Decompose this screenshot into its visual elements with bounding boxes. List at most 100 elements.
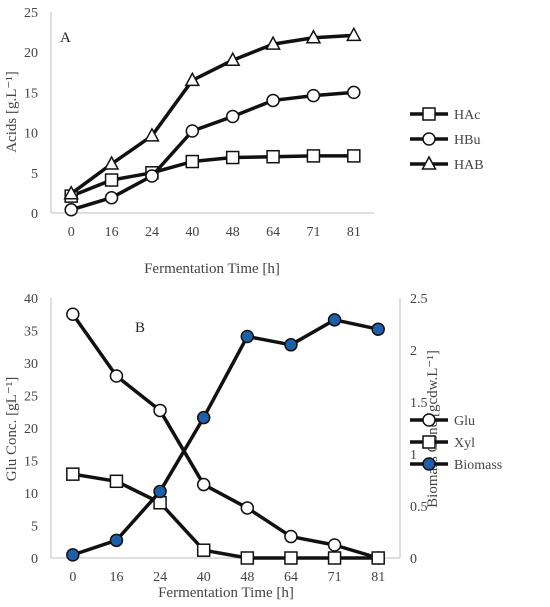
panel-b-x-tick-label: 64	[284, 570, 298, 585]
panel-b-x-tick-label: 24	[153, 570, 167, 585]
panel-b-y-tick-label: 5	[31, 520, 38, 535]
panel-b-point-xyl	[371, 551, 385, 565]
panel-a-point-hbu	[266, 93, 280, 108]
panel-b-y-tick-label: 40	[24, 292, 38, 307]
panel-b-y2-tick-label: 2.5	[410, 292, 428, 307]
panel-a-point-hab	[103, 155, 120, 170]
panel-b-y2-tick-label: 1.5	[410, 396, 428, 411]
panel-b-x-tick-label: 71	[328, 570, 342, 585]
panel-b-legend-marker-xyl	[422, 435, 436, 449]
panel-b-point-biomass	[109, 533, 124, 548]
panel-b-y2-tick-label: 0	[410, 552, 417, 567]
panel-b-series-line-glu	[71, 313, 379, 560]
panel-b-point-xyl	[240, 551, 255, 565]
panel-b-point-biomass	[284, 338, 298, 352]
panel-a-x-tick-label: 0	[68, 225, 75, 240]
panel-a-point-hab	[184, 71, 201, 87]
panel-a-point-hac	[185, 154, 200, 169]
panel-b-point-xyl	[284, 551, 298, 565]
panel-a-x-tick-label: 48	[226, 225, 240, 240]
panel-b-point-glu	[240, 501, 255, 515]
panel-b-legend-label-glu: Glu	[454, 414, 475, 429]
panel-a-point-hbu	[185, 124, 200, 138]
panel-a-point-hab	[144, 127, 160, 142]
panel-b-y-tick-label: 35	[24, 325, 38, 340]
panel-b-x-tick-label: 40	[197, 570, 211, 585]
panel-b-point-glu	[196, 477, 211, 492]
panel-b-y-tick-label: 0	[31, 552, 38, 567]
panel-a-point-hab	[265, 35, 281, 50]
panel-a-point-hac	[266, 149, 280, 164]
panel-b-legend-marker-glu	[422, 413, 436, 427]
panel-a-point-hbu	[64, 203, 78, 217]
panel-b-point-biomass	[327, 313, 342, 327]
panel-a-point-hbu	[145, 169, 159, 183]
panel-a-point-hab	[305, 29, 322, 44]
panel-b-point-biomass	[153, 484, 167, 499]
panel-b-series-line-xyl	[72, 472, 379, 560]
panel-a-series-line-hab	[70, 33, 354, 196]
panel-a-x-tick-label: 16	[105, 225, 119, 240]
panel-b-point-xyl	[196, 543, 211, 557]
panel-b-y-tick-label: 30	[24, 357, 38, 372]
panel-a-point-hab	[63, 185, 79, 200]
panel-b-y-tick-label: 25	[24, 390, 38, 405]
panel-b-legend-label-xyl: Xyl	[454, 436, 475, 451]
panel-b-point-biomass	[371, 322, 385, 336]
panel-b-point-biomass	[66, 548, 80, 562]
panel-b-x-tick-label: 16	[109, 570, 123, 585]
panel-a-point-hac	[225, 150, 240, 165]
panel-b-y-tick-label: 20	[24, 422, 38, 437]
panel-b-y-tick-label: 15	[24, 455, 38, 470]
panel-b-x-tick-label: 0	[69, 570, 76, 585]
panel-a-legend-marker-hbu	[422, 132, 436, 146]
panel-b-y2-axis-title: Biomass Conc [gcdw.L⁻¹]	[425, 350, 441, 508]
panel-a-y-tick-label: 10	[24, 127, 38, 142]
panel-a-legend-label-hbu: HBu	[454, 133, 480, 148]
panel-a-point-hbu	[306, 88, 321, 103]
panel-b-point-biomass	[240, 329, 255, 344]
panel-a-point-hbu	[104, 190, 119, 205]
panel-b-y2-tick-label: 2	[410, 344, 417, 359]
panel-a-x-tick-label: 81	[347, 225, 361, 240]
panel-a-x-tick-label: 71	[306, 225, 320, 240]
panel-a-x-axis-title: Fermentation Time [h]	[144, 261, 280, 277]
panel-b-legend-label-biomass: Biomass	[454, 458, 502, 473]
panel-b-point-glu	[109, 369, 124, 383]
panel-b-point-xyl	[327, 551, 342, 565]
panel-a-legend-label-hac: HAc	[454, 108, 480, 123]
panel-a-legend-label-hab: HAB	[454, 158, 484, 173]
panel-b-x-tick-label: 81	[371, 570, 385, 585]
panel-b-x-tick-label: 48	[240, 570, 254, 585]
panel-a-y-axis-title: Acids [g.L⁻¹]	[4, 71, 20, 153]
panel-b-x-axis-title: Fermentation Time [h]	[158, 585, 294, 601]
panel-a-label: A	[60, 30, 71, 46]
panel-b-legend-marker-biomass	[422, 457, 436, 471]
panel-b-point-xyl	[109, 474, 124, 489]
panel-b-label: B	[135, 320, 145, 336]
panel-b-y2-tick-label: 0.5	[410, 500, 428, 515]
panel-a-x-tick-label: 24	[145, 225, 159, 240]
panel-b-plot: 0 5 10 15 20 25 30 35 40 0 0.5 1 1.5 2 2.5 0 16 24 40 48 64 7…	[24, 292, 502, 585]
panel-b-point-glu	[327, 538, 342, 552]
panel-a-point-hac	[347, 149, 361, 163]
panel-a-y-tick-label: 20	[24, 46, 38, 61]
panel-a-point-hab	[346, 26, 362, 42]
panel-a-plot: 0 5 10 15 20 25 0 16 24 40 48 64 71 81 HAc HBu HAB	[24, 6, 484, 240]
panel-b-point-glu	[284, 529, 298, 544]
panel-a-y-tick-label: 5	[31, 167, 38, 182]
panel-a-x-tick-label: 64	[266, 225, 280, 240]
panel-b-point-glu	[153, 403, 167, 418]
panel-a-point-hbu	[225, 109, 240, 124]
panel-a-series-line-hbu	[70, 90, 354, 212]
panel-a-y-tick-label: 0	[31, 207, 38, 222]
panel-b-y2-tick-label: 1	[410, 448, 417, 463]
panel-b-y-tick-label: 10	[24, 487, 38, 502]
panel-b-series-line-biomass	[72, 318, 379, 557]
panel-a-point-hbu	[347, 85, 361, 100]
panel-a-legend-marker-hab	[421, 155, 437, 170]
panel-a-legend-marker-hac	[422, 107, 436, 121]
panel-a-x-tick-label: 40	[185, 225, 199, 240]
panel-b-point-biomass	[196, 410, 211, 425]
